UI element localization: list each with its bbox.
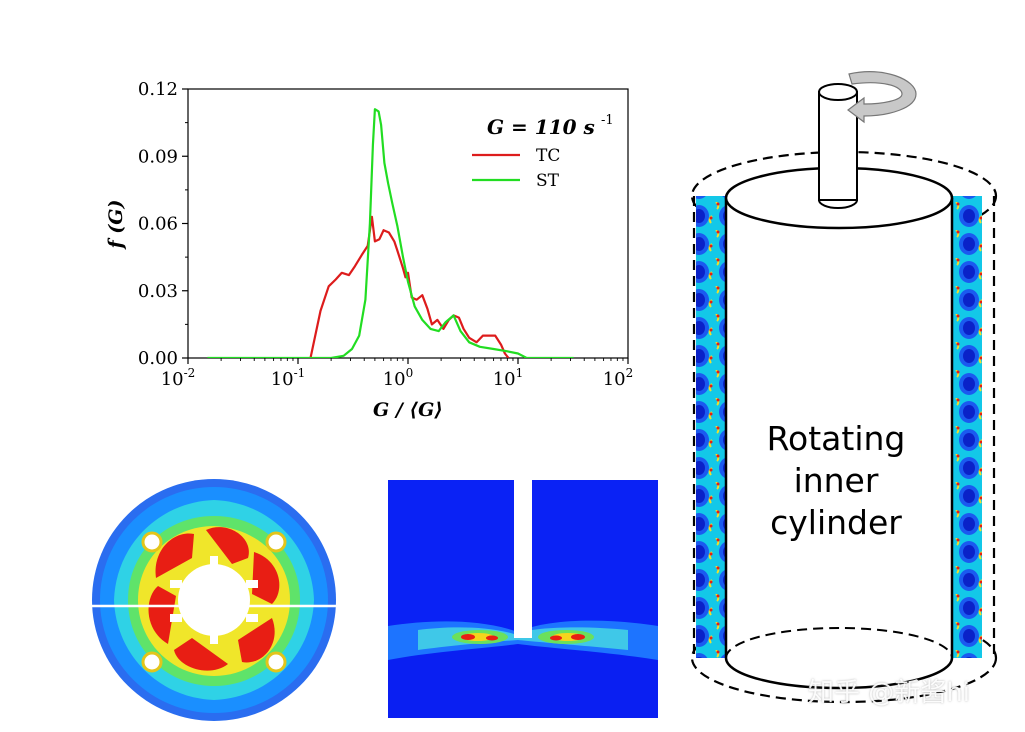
cross-section-contour [388, 480, 658, 718]
rotation-arrow-icon [847, 71, 917, 124]
x-tick-label: 10-1 [271, 366, 306, 390]
legend-label-tc: TC [536, 146, 560, 166]
disc-center-hole [178, 564, 250, 636]
legend: TC ST [472, 146, 560, 191]
inner-cylinder-bottom-front [724, 657, 954, 690]
disc-bolt-holes [141, 531, 287, 673]
annotation-superscript: -1 [601, 113, 614, 128]
cylinder-label-line-1: Rotating [766, 419, 906, 458]
distribution-chart: 0.00 0.03 0.06 0.09 0.12 10-2 10-1 100 101 102 G… [105, 79, 634, 421]
inner-cylinder-bottom-back [725, 627, 953, 659]
y-axis-label: f (G) [105, 200, 127, 251]
section-hotspots [452, 630, 594, 644]
x-tick-label: 10-2 [161, 366, 196, 390]
shear-rate-annotation: G = 110 s [487, 115, 595, 139]
y-axis: 0.00 0.03 0.06 0.09 0.12 [138, 79, 188, 369]
x-axis: 10-2 10-1 100 101 102 [161, 358, 634, 390]
section-shaft-gap [514, 480, 532, 638]
rotating-cylinder-diagram [690, 71, 998, 704]
section-upper-right-zone [532, 480, 658, 630]
legend-label-st: ST [536, 171, 560, 191]
x-tick-label: 101 [493, 366, 524, 390]
series-line-st [207, 108, 574, 358]
watermark: 知乎 @新酱hi [808, 678, 970, 708]
x-tick-label: 102 [603, 366, 634, 390]
shaft-top [818, 83, 858, 101]
section-upper-left-zone [388, 480, 514, 630]
y-tick-label: 0.06 [138, 214, 178, 235]
inner-cylinder-body [726, 198, 952, 658]
cylinder-label-line-3: cylinder [770, 503, 902, 542]
y-tick-label: 0.09 [138, 146, 178, 167]
disc-contour-plot [92, 479, 336, 721]
disc-notches [170, 556, 258, 644]
x-axis-label: G / ⟨G⟩ [373, 399, 443, 421]
cylinder-label: Rotating inner cylinder [726, 418, 946, 544]
cylinder-label-line-2: inner [793, 461, 879, 500]
y-tick-label: 0.00 [138, 348, 178, 369]
y-tick-label: 0.03 [138, 281, 178, 302]
y-tick-label: 0.12 [138, 79, 178, 100]
x-tick-label: 100 [383, 366, 414, 390]
series-line-tc [309, 215, 510, 358]
left-gap-vortices [696, 196, 726, 658]
disc-red-lobes [148, 527, 280, 671]
shaft-bottom-edge [818, 199, 858, 209]
right-gap-vortices [952, 196, 982, 658]
